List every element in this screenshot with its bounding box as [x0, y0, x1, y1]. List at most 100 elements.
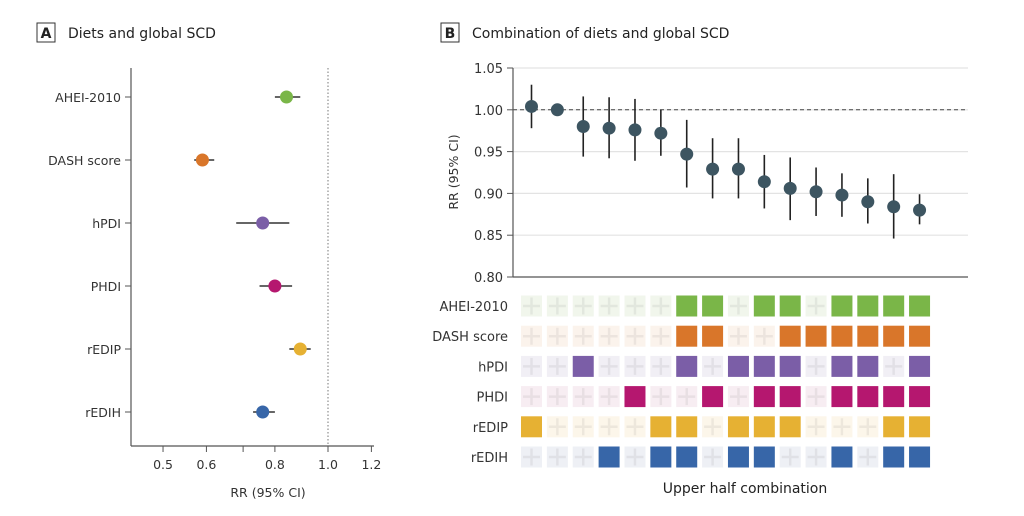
matrix-cell-empty	[650, 386, 672, 408]
matrix-cell-filled	[831, 386, 853, 408]
point	[602, 121, 616, 135]
matrix-cell-empty	[546, 386, 568, 408]
matrix-cell-empty	[624, 325, 646, 347]
matrix-cell-filled	[702, 295, 724, 317]
matrix-cell-empty	[598, 386, 620, 408]
matrix-cell-empty	[624, 416, 646, 438]
point	[628, 123, 642, 137]
matrix-cell-empty	[831, 416, 853, 438]
matrix-cell-filled	[831, 295, 853, 317]
matrix-cell-cross	[859, 448, 877, 466]
panel-b-xlabel: Upper half combination	[663, 481, 828, 497]
point	[706, 162, 720, 176]
matrix-cell-empty	[521, 386, 542, 408]
matrix-cell-filled	[779, 416, 801, 438]
matrix-cell-filled	[727, 416, 749, 438]
panel-a-label-box	[36, 22, 56, 43]
point	[913, 203, 927, 217]
y-tick-label: rEDIH	[85, 405, 121, 420]
matrix-cell-empty	[650, 325, 672, 347]
matrix-cell-empty	[572, 386, 594, 408]
matrix-cell-cross	[574, 388, 592, 406]
matrix-cell-filled	[779, 386, 801, 408]
matrix-cell-empty	[521, 446, 542, 468]
point	[654, 126, 668, 140]
matrix-cell-filled	[702, 386, 724, 408]
matrix-cell-filled	[753, 295, 775, 317]
matrix-cell-filled	[857, 386, 879, 408]
matrix-cell-filled	[521, 416, 542, 438]
matrix-cell-empty	[702, 446, 724, 468]
matrix-cell-empty	[521, 355, 542, 377]
y-tick-label: 1.05	[474, 62, 503, 77]
matrix-cell-empty	[727, 386, 749, 408]
matrix-cell-empty	[805, 416, 827, 438]
matrix-cell-filled	[909, 386, 931, 408]
matrix-cell-empty	[521, 295, 542, 317]
matrix-cell-empty	[727, 325, 749, 347]
matrix-cell-cross	[600, 357, 618, 375]
matrix-cell-cross	[704, 418, 722, 436]
matrix-cell-cross	[729, 297, 747, 315]
matrix-cell-filled	[883, 446, 905, 468]
matrix-cell-cross	[807, 418, 825, 436]
point	[835, 188, 849, 202]
panel-a-title: Diets and global SCD	[68, 26, 216, 42]
matrix-cell-filled	[598, 446, 620, 468]
matrix-cell-cross	[807, 297, 825, 315]
matrix-cell-empty	[598, 325, 620, 347]
matrix-cell-cross	[523, 327, 540, 345]
matrix-cell-filled	[909, 325, 931, 347]
matrix-cell-cross	[859, 418, 877, 436]
point	[576, 120, 590, 134]
x-tick-label: 0.6	[196, 457, 216, 472]
panel-b-plot: 0.80 0.85 0.90 0.95 1.00 1.05 AHEI-2010 DASH sc…	[432, 62, 968, 468]
point	[525, 99, 538, 113]
matrix-cell-empty	[598, 295, 620, 317]
matrix-cell-filled	[831, 446, 853, 468]
matrix-cell-filled	[883, 386, 905, 408]
matrix-cell-cross	[574, 297, 592, 315]
y-tick-label: DASH score	[48, 153, 121, 168]
point	[256, 216, 270, 230]
matrix-cell-filled	[727, 355, 749, 377]
matrix-cell-empty	[702, 355, 724, 377]
matrix-cell-empty	[857, 446, 879, 468]
matrix-cell-filled	[676, 295, 698, 317]
matrix-cell-empty	[624, 295, 646, 317]
matrix-cell-filled	[857, 295, 879, 317]
point	[280, 90, 294, 104]
matrix-cell-cross	[548, 388, 566, 406]
matrix-cell-cross	[600, 388, 618, 406]
matrix-cell-cross	[626, 327, 644, 345]
matrix-cell-cross	[600, 327, 618, 345]
matrix-row-label: DASH score	[432, 330, 508, 345]
matrix-cell-cross	[729, 388, 747, 406]
y-tick-label: 0.95	[474, 146, 503, 161]
y-tick-label: 0.85	[474, 229, 503, 244]
point	[887, 200, 901, 214]
panel-b-label-box	[440, 22, 460, 43]
matrix-cell-empty	[624, 446, 646, 468]
y-tick-label: 0.80	[474, 271, 503, 286]
matrix-cell-filled	[805, 325, 827, 347]
matrix-cell-filled	[702, 325, 724, 347]
matrix-cell-cross	[548, 327, 566, 345]
matrix-cell-filled	[857, 325, 879, 347]
matrix-row-label: rEDIH	[471, 451, 508, 466]
matrix-cell-cross	[704, 448, 722, 466]
matrix-cell-cross	[807, 357, 825, 375]
matrix-cell-cross	[729, 327, 747, 345]
y-tick-label: PHDI	[91, 279, 121, 294]
matrix-cell-cross	[600, 418, 618, 436]
matrix-row-label: rEDIP	[473, 421, 508, 436]
panel-a-label: A	[41, 26, 52, 42]
point	[293, 342, 307, 356]
matrix-row-label: hPDI	[478, 360, 508, 375]
matrix-cell-cross	[626, 357, 644, 375]
matrix-cell-empty	[676, 386, 698, 408]
matrix-cell-empty	[546, 295, 568, 317]
matrix-cell-empty	[598, 416, 620, 438]
point	[268, 279, 282, 293]
matrix-cell-empty	[624, 355, 646, 377]
